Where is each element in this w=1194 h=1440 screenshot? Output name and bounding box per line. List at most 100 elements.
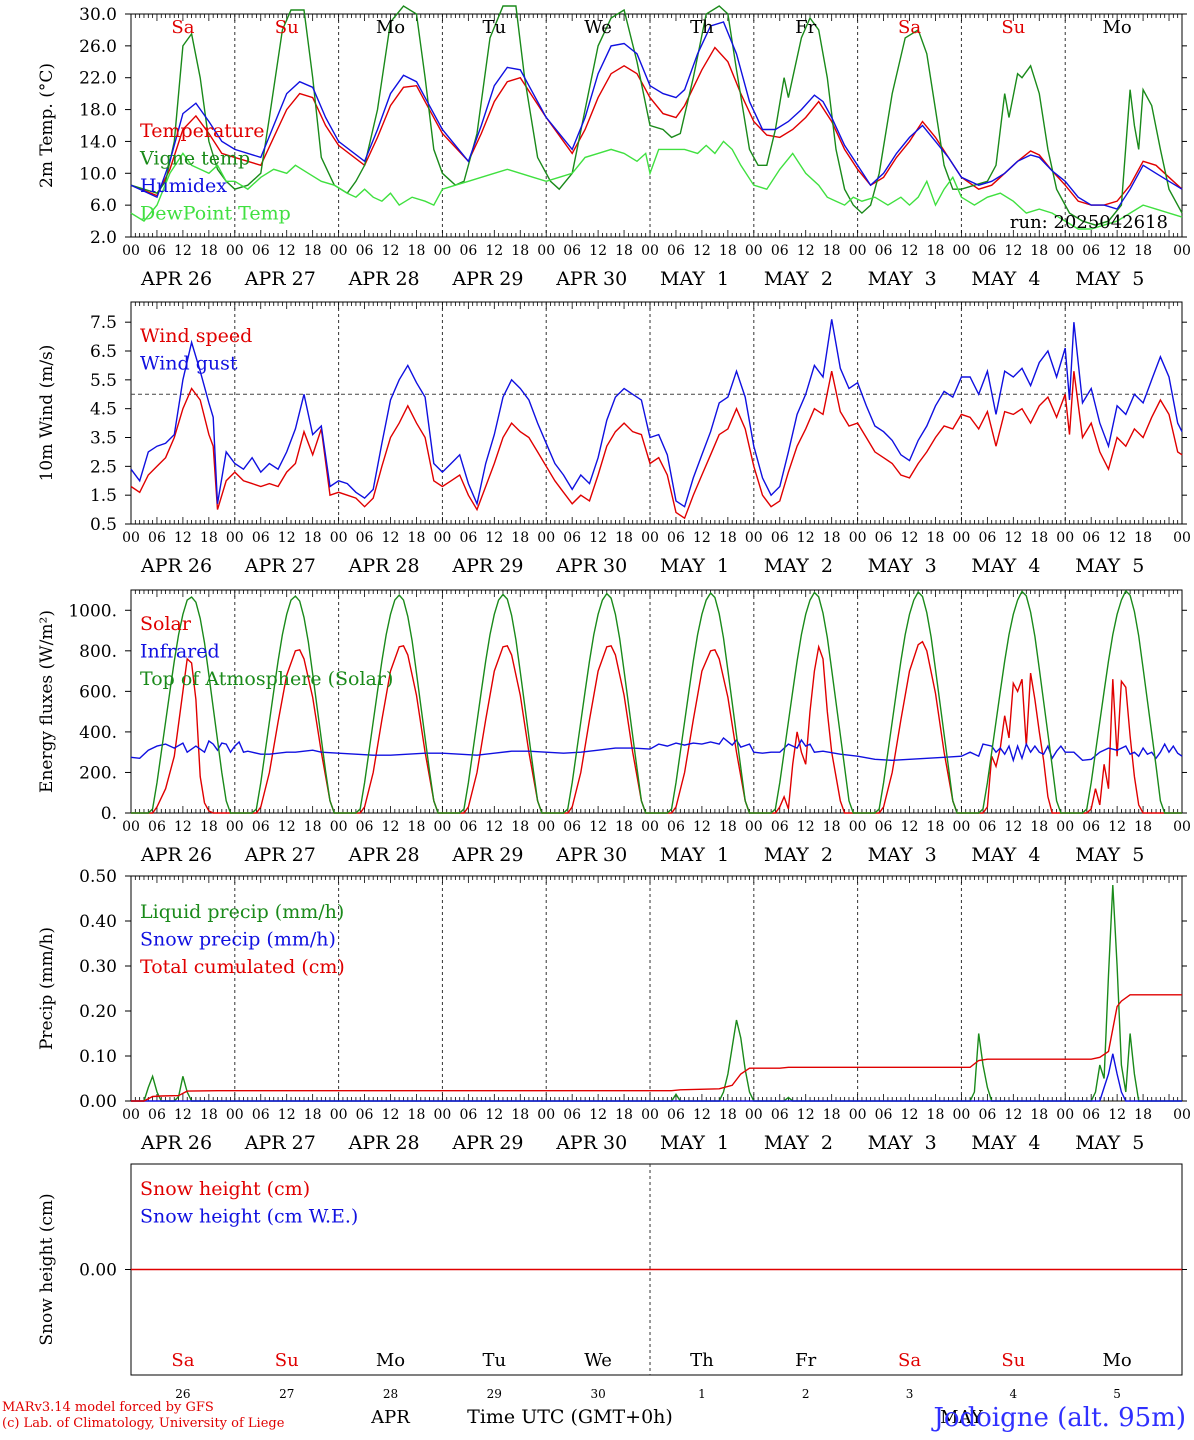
x-date-label: MAY 4 xyxy=(971,844,1040,866)
y-tick-label: 30.0 xyxy=(79,5,117,25)
x-date-label: APR 27 xyxy=(244,844,316,866)
x-hour-label: 18 xyxy=(1030,819,1048,835)
x-date-label: APR 28 xyxy=(348,555,420,577)
x-hour-label: 12 xyxy=(693,1107,711,1123)
x-day-number: 1 xyxy=(698,1387,706,1401)
y-tick-label: 0.10 xyxy=(79,1047,117,1067)
series-line-0 xyxy=(130,371,1183,520)
y-axis-label: 2m Temp. (°C) xyxy=(37,63,57,188)
x-hour-label: 00 xyxy=(537,819,555,835)
y-tick-label: 7.5 xyxy=(90,313,117,333)
x-date-label: MAY 2 xyxy=(764,1132,833,1154)
run-annotation: run: 2025042618 xyxy=(1010,212,1168,233)
x-hour-label: 00 xyxy=(433,530,451,546)
y-axis-label: Precip (mm/h) xyxy=(37,927,57,1050)
x-hour-label: 00 xyxy=(226,819,244,835)
x-date-label: APR 26 xyxy=(140,1132,212,1154)
x-hour-label: 18 xyxy=(823,530,841,546)
x-hour-label: 00 xyxy=(641,530,659,546)
legend-entry: Solar xyxy=(140,613,192,635)
bottom-day-label: Su xyxy=(1001,1350,1025,1371)
x-hour-label: 00 xyxy=(1173,819,1191,835)
x-date-label: MAY 3 xyxy=(868,268,937,290)
x-hour-label: 06 xyxy=(356,819,374,835)
plot-frame xyxy=(130,589,1183,814)
y-tick-label: 10.0 xyxy=(79,164,117,184)
x-date-label: MAY 5 xyxy=(1075,268,1144,290)
legend-entry: Liquid precip (mm/h) xyxy=(140,901,344,923)
x-hour-label: 18 xyxy=(1030,243,1048,259)
x-date-label: APR 27 xyxy=(244,268,316,290)
x-hour-label: 00 xyxy=(745,243,763,259)
x-hour-label: 00 xyxy=(953,1107,971,1123)
x-date-label: APR 26 xyxy=(140,844,212,866)
x-hour-label: 18 xyxy=(823,1107,841,1123)
x-hour-label: 06 xyxy=(563,819,581,835)
x-hour-label: 12 xyxy=(382,1107,400,1123)
x-hour-label: 00 xyxy=(1173,243,1191,259)
y-tick-label: 400. xyxy=(79,723,117,743)
x-hour-label: 00 xyxy=(641,1107,659,1123)
x-hour-label: 18 xyxy=(1134,243,1152,259)
top-day-label: Su xyxy=(275,17,299,38)
x-hour-label: 06 xyxy=(771,819,789,835)
x-hour-label: 18 xyxy=(304,530,322,546)
x-hour-label: 18 xyxy=(927,1107,945,1123)
y-tick-label: 26.0 xyxy=(79,37,117,57)
x-date-label: APR 28 xyxy=(348,1132,420,1154)
x-day-number: 5 xyxy=(1113,1387,1121,1401)
x-hour-label: 00 xyxy=(641,243,659,259)
y-tick-label: 4.5 xyxy=(90,400,117,420)
x-hour-label: 06 xyxy=(356,530,374,546)
y-tick-label: 6.5 xyxy=(90,342,117,362)
x-hour-label: 18 xyxy=(408,1107,426,1123)
x-hour-label: 12 xyxy=(901,530,919,546)
x-hour-label: 12 xyxy=(174,819,192,835)
x-date-label: MAY 1 xyxy=(660,844,729,866)
x-date-label: MAY 3 xyxy=(868,844,937,866)
x-hour-label: 06 xyxy=(148,243,166,259)
x-hour-label: 00 xyxy=(745,819,763,835)
x-hour-label: 18 xyxy=(200,1107,218,1123)
x-hour-label: 06 xyxy=(563,530,581,546)
x-date-label: MAY 2 xyxy=(764,555,833,577)
series-line-1 xyxy=(130,319,1183,508)
x-hour-label: 06 xyxy=(667,243,685,259)
x-hour-label: 00 xyxy=(122,819,140,835)
x-hour-label: 12 xyxy=(1004,819,1022,835)
series-line-2 xyxy=(131,994,1182,1102)
x-date-label: APR 29 xyxy=(451,555,523,577)
bottom-day-label: Mo xyxy=(1102,1350,1131,1371)
x-day-number: 2 xyxy=(802,1387,810,1401)
y-tick-label: 2.5 xyxy=(90,457,117,477)
x-hour-label: 00 xyxy=(226,1107,244,1123)
x-hour-label: 12 xyxy=(382,243,400,259)
x-hour-label: 06 xyxy=(1082,243,1100,259)
x-hour-label: 18 xyxy=(511,1107,529,1123)
x-hour-label: 00 xyxy=(1173,1107,1191,1123)
plot-frame xyxy=(130,13,1183,238)
x-hour-label: 00 xyxy=(537,243,555,259)
x-hour-label: 00 xyxy=(953,243,971,259)
x-hour-label: 00 xyxy=(1056,530,1074,546)
x-hour-label: 12 xyxy=(589,530,607,546)
x-hour-label: 12 xyxy=(1108,819,1126,835)
x-hour-label: 12 xyxy=(901,243,919,259)
x-hour-label: 18 xyxy=(823,243,841,259)
x-date-label: MAY 5 xyxy=(1075,555,1144,577)
x-date-label: MAY 2 xyxy=(764,268,833,290)
x-hour-label: 00 xyxy=(433,819,451,835)
x-hour-label: 00 xyxy=(1173,530,1191,546)
top-day-label: Sa xyxy=(898,17,921,38)
y-tick-label: 2.0 xyxy=(90,228,117,248)
top-day-label: We xyxy=(584,17,612,38)
x-hour-label: 12 xyxy=(901,1107,919,1123)
x-date-label: APR 26 xyxy=(140,555,212,577)
x-date-label: APR 30 xyxy=(555,844,627,866)
x-hour-label: 00 xyxy=(537,530,555,546)
y-tick-label: 1000. xyxy=(68,601,117,621)
x-day-number: 26 xyxy=(175,1387,190,1401)
series-line-1 xyxy=(131,1053,1182,1102)
x-date-label: MAY 2 xyxy=(764,844,833,866)
